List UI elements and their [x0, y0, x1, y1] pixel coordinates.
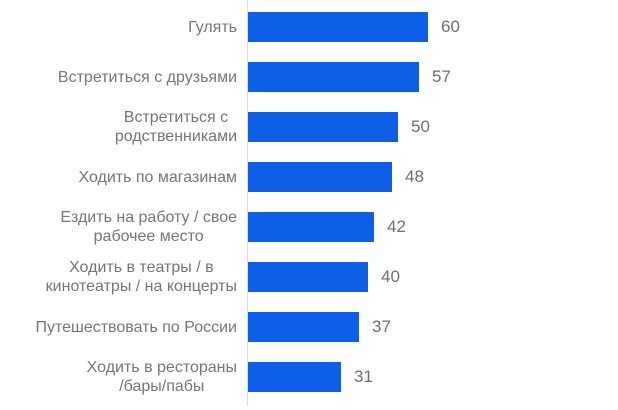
value-label: 42: [387, 217, 406, 236]
label-cell: Ходить по магазинам: [0, 168, 237, 187]
label-cell: Ездить на работу / свое рабочее место: [0, 208, 237, 246]
value-label: 48: [405, 167, 424, 186]
category-label: Встретиться с родственниками: [114, 109, 237, 145]
plot-cell: 50: [248, 112, 618, 142]
plot-cell: 42: [248, 212, 618, 242]
value-label: 37: [372, 317, 391, 336]
value-label: 31: [354, 367, 373, 386]
value-label: 60: [441, 17, 460, 36]
chart-row: Ездить на работу / свое рабочее место 42: [0, 202, 618, 252]
label-cell: Гулять: [0, 18, 237, 37]
value-label: 57: [432, 67, 451, 86]
bar: [248, 12, 428, 42]
bar: [248, 162, 392, 192]
plot-cell: 57: [248, 62, 618, 92]
value-label: 40: [381, 267, 400, 286]
plot-cell: 40: [248, 262, 618, 292]
bar: [248, 62, 419, 92]
chart-row: Ходить в театры / в кинотеатры / на конц…: [0, 252, 618, 302]
category-axis-line: [247, 0, 248, 406]
category-label: Встретиться с друзьями: [57, 68, 237, 86]
label-cell: Встретиться с родственниками: [0, 108, 237, 146]
category-label: Гулять: [188, 18, 237, 36]
bar: [248, 312, 359, 342]
chart-row: Гулять 60: [0, 2, 618, 52]
bar: [248, 362, 341, 392]
category-label: Ездить на работу / свое рабочее место: [60, 209, 237, 245]
bar: [248, 262, 368, 292]
category-label: Ходить в театры / в кинотеатры / на конц…: [45, 259, 237, 295]
label-cell: Ходить в рестораны /бары/пабы: [0, 358, 237, 396]
bar: [248, 212, 374, 242]
chart-row: Встретиться с родственниками 50: [0, 102, 618, 152]
category-label: Ходить по магазинам: [78, 168, 237, 186]
plot-cell: 60: [248, 12, 618, 42]
label-cell: Встретиться с друзьями: [0, 68, 237, 87]
chart-row: Ходить в рестораны /бары/пабы 31: [0, 352, 618, 402]
category-label: Ходить в рестораны /бары/пабы: [86, 359, 237, 395]
plot-cell: 37: [248, 312, 618, 342]
plot-cell: 48: [248, 162, 618, 192]
chart-row: Ходить по магазинам 48: [0, 152, 618, 202]
category-label: Путешествовать по России: [35, 318, 237, 336]
chart-row: Путешествовать по России 37: [0, 302, 618, 352]
label-cell: Ходить в театры / в кинотеатры / на конц…: [0, 258, 237, 296]
plot-cell: 31: [248, 362, 618, 392]
bar: [248, 112, 398, 142]
value-label: 50: [411, 117, 430, 136]
label-cell: Путешествовать по России: [0, 318, 237, 337]
chart-row: Встретиться с друзьями 57: [0, 52, 618, 102]
